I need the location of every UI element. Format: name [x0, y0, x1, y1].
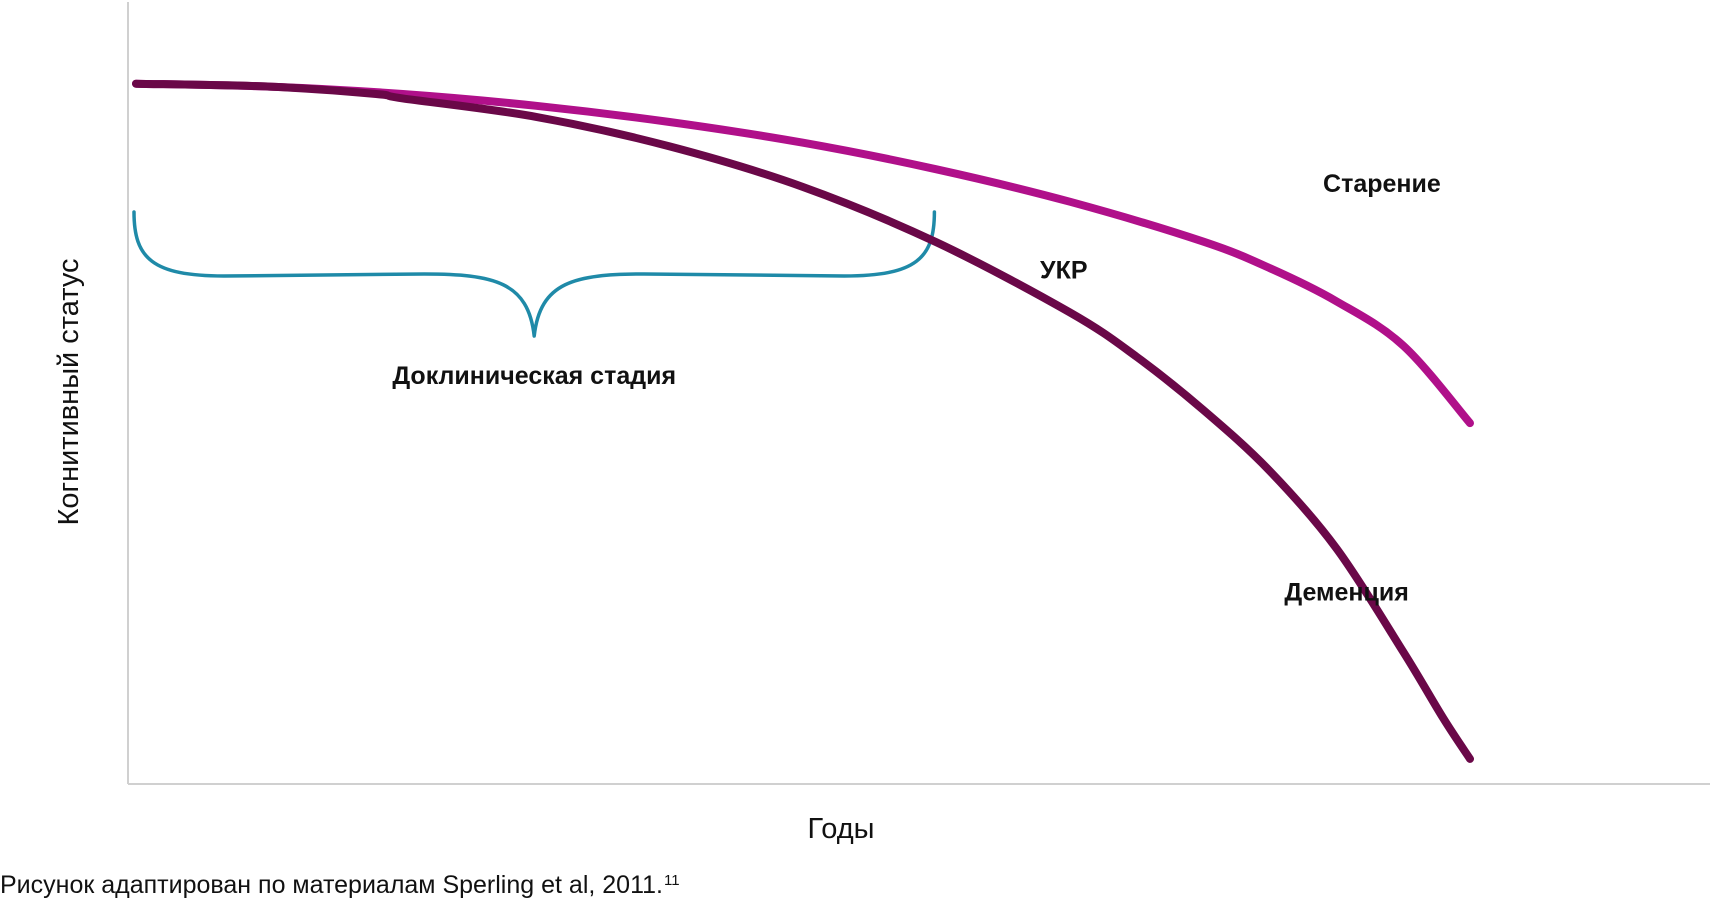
series-layer [132, 79, 1474, 763]
annotation-ukr: УКР [1040, 256, 1088, 284]
preclinical-stage-brace [132, 210, 937, 338]
preclinical-stage-label: Доклиническая стадия [392, 362, 676, 390]
figure-caption: Рисунок адаптирован по материалам Sperli… [0, 870, 680, 900]
caption-text: Рисунок адаптирован по материалам Sperli… [0, 871, 663, 899]
caption-reference: 11 [663, 872, 680, 889]
x-axis-title: Годы [807, 813, 874, 845]
y-axis-title: Когнитивный статус [53, 258, 85, 525]
series-line-aging [132, 79, 1474, 428]
annotation-aging: Старение [1323, 170, 1441, 198]
annotation-dementia: Деменция [1284, 579, 1409, 607]
series-line-dementia [132, 79, 1474, 763]
